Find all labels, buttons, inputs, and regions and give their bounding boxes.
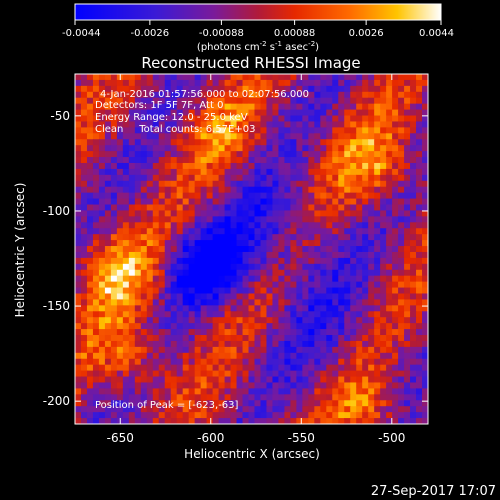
y-tick-label: -100: [43, 204, 70, 218]
footer-timestamp: 27-Sep-2017 17:07: [371, 484, 496, 499]
info-clean-counts: Clean Total counts: 6.57E+03: [95, 124, 255, 135]
y-tick-label: -150: [43, 299, 70, 313]
x-tick-label: -550: [288, 431, 315, 445]
info-detectors: Detectors: 1F 5F 7F, Att 0: [95, 100, 223, 111]
colorbar-tick-label: 0.00088: [274, 28, 315, 39]
heatmap-image: [75, 74, 428, 424]
y-tick-label: -200: [43, 394, 70, 408]
x-tick-label: -650: [107, 431, 134, 445]
axis-ticks: -650 -600 -550 -500 -200 -150 -100 -50: [43, 74, 428, 445]
x-axis-label: Heliocentric X (arcsec): [184, 447, 320, 461]
info-time-range: 4-Jan-2016 01:57:56.000 to 02:07:56.000: [100, 89, 309, 100]
y-axis-label: Heliocentric Y (arcsec): [13, 183, 27, 318]
colorbar-tick-label: 0.0044: [419, 28, 454, 39]
colorbar-ticks: -0.0044 -0.0026 -0.00088 0.00088 0.0026 0.004…: [62, 20, 454, 39]
plot-frame: [74, 73, 429, 425]
colorbar-gradient: [74, 3, 442, 21]
chart-title: Reconstructed RHESSI Image: [141, 54, 360, 72]
colorbar-units: (photons cm-2 s-1 asec-2): [197, 40, 319, 53]
y-tick-label: -50: [50, 109, 70, 123]
info-block: 4-Jan-2016 01:57:56.000 to 02:07:56.000 …: [95, 89, 309, 135]
colorbar-tick-label: -0.0044: [62, 28, 101, 39]
colorbar: -0.0044 -0.0026 -0.00088 0.00088 0.0026 0.004…: [62, 3, 454, 53]
colorbar-tick-label: -0.00088: [199, 28, 244, 39]
colorbar-tick-label: 0.0026: [349, 28, 384, 39]
peak-position: Position of Peak = [-623,-63]: [95, 400, 239, 411]
info-energy-range: Energy Range: 12.0 - 25.0 keV: [95, 112, 248, 123]
x-tick-label: -500: [378, 431, 405, 445]
x-tick-label: -600: [197, 431, 224, 445]
colorbar-tick-label: -0.0026: [131, 28, 170, 39]
